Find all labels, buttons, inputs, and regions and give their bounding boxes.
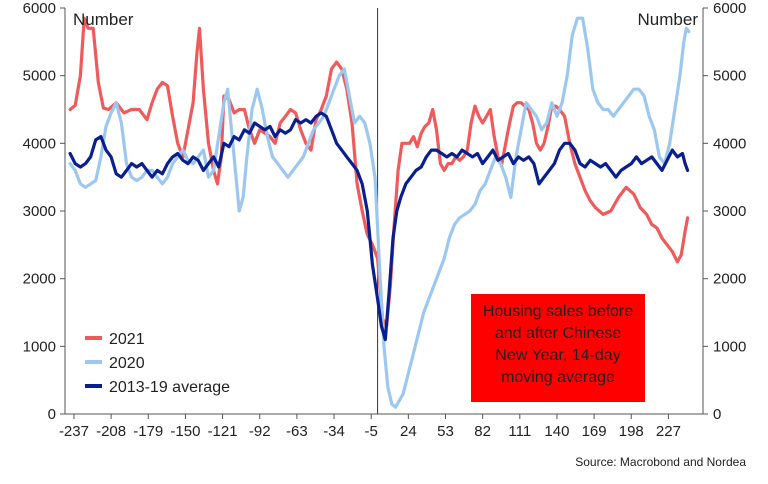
y-tick-label-right: 1000 [713, 338, 746, 355]
series-line-3 [68, 111, 690, 342]
x-tick-label: 24 [400, 423, 417, 440]
y-tick-label-right: 3000 [713, 203, 746, 220]
x-tick-label: -208 [96, 423, 126, 440]
y-tick-label-right: 4000 [713, 135, 746, 152]
source-note: Source: Macrobond and Nordea [575, 455, 746, 469]
x-tick-label: -63 [286, 423, 308, 440]
y-tick-label-right: 5000 [713, 68, 746, 85]
y-tick-label-left: 3000 [23, 203, 56, 220]
x-tick-label: 169 [582, 423, 607, 440]
axis-ticks: 0 0 1000 1000 2000 2000 3000 3000 4000 4000 5000 50… [23, 0, 747, 440]
x-tick-label: 198 [619, 423, 644, 440]
x-tick-label: -150 [170, 423, 200, 440]
y-tick-label-left: 0 [48, 406, 56, 423]
y-tick-label-left: 2000 [23, 271, 56, 288]
annotation-line-3: New Year, 14-day [495, 347, 620, 364]
x-tick-label: -34 [323, 423, 345, 440]
annotation-line-2: and after Chinese [495, 325, 621, 342]
x-tick-label: 227 [656, 423, 681, 440]
x-tick-label: -5 [365, 423, 378, 440]
y-tick-label-right: 0 [713, 406, 721, 423]
y-tick-label-left: 1000 [23, 338, 56, 355]
annotation-line-4: moving average [501, 369, 615, 386]
series-line-1 [68, 16, 690, 328]
y-tick-label-left: 4000 [23, 135, 56, 152]
series-lines [68, 16, 691, 409]
annotation-box [471, 294, 645, 402]
x-tick-label: 111 [508, 423, 531, 440]
left-axis-unit-label: Number [73, 10, 134, 29]
legend-label-3: 2013-19 average [109, 379, 230, 396]
y-tick-label-right: 2000 [713, 271, 746, 288]
x-tick-label: -179 [133, 423, 163, 440]
x-tick-label: -92 [249, 423, 271, 440]
x-tick-label: 53 [437, 423, 454, 440]
x-tick-label: -121 [208, 423, 238, 440]
x-tick-label: 140 [544, 423, 569, 440]
annotation-line-1: Housing sales before [483, 303, 633, 320]
right-axis-unit-label: Number [638, 10, 699, 29]
chart-text: Number Number 2021 2020 2013-19 average Housi… [73, 10, 746, 469]
legend-label-1: 2021 [109, 331, 145, 348]
x-tick-label: -237 [59, 423, 89, 440]
series-line-2 [68, 16, 691, 409]
y-tick-label-right: 6000 [713, 0, 746, 17]
legend-label-2: 2020 [109, 355, 145, 372]
x-tick-label: 82 [474, 423, 491, 440]
y-tick-label-left: 6000 [23, 0, 56, 17]
y-tick-label-left: 5000 [23, 68, 56, 85]
